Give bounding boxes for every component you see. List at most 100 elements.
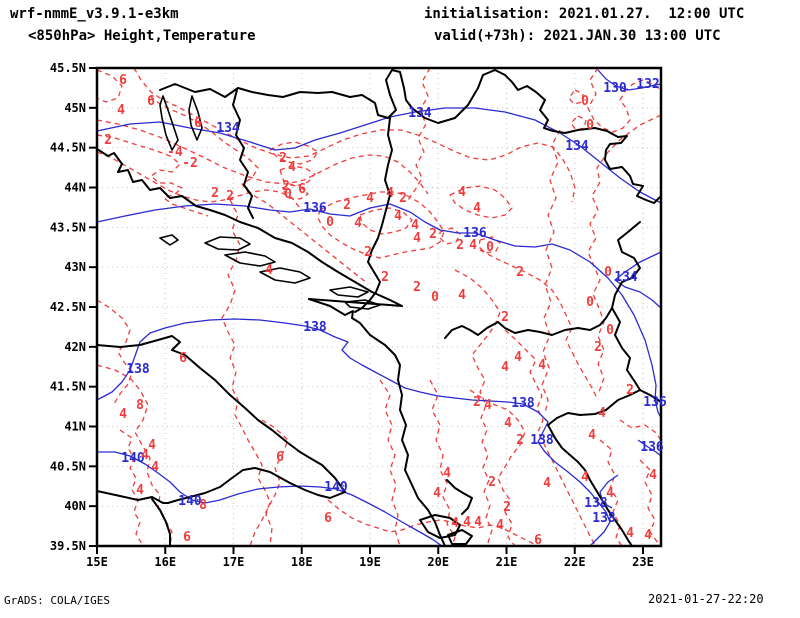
border-stub-east [639,389,662,403]
temp-contour-line [478,236,501,254]
lon-label: 20E [427,555,449,569]
temp-contour-line [504,329,597,547]
lon-label: 22E [564,555,586,569]
temp-label: 0 [586,118,594,133]
height-label: 130 [603,81,627,96]
island-6 [344,299,381,310]
temp-label: 4 [411,218,419,233]
temp-label: 6 [119,73,127,88]
lat-label: 39.5N [50,539,86,553]
border-greece [446,479,473,515]
lon-label: 17E [223,555,245,569]
height-label: 136 [303,201,327,216]
temp-label: 2 [516,265,524,280]
italy-adriatic-coast [96,335,346,493]
temp-label: 0 [431,290,439,305]
temp-label: 0 [586,295,594,310]
lat-label: 44N [64,181,86,195]
temp-label: 4 [501,360,509,375]
lon-label: 23E [632,555,654,569]
temp-contour-line [96,69,123,103]
temp-label: 2 [429,227,437,242]
temp-label: 6 [147,94,155,109]
temp-label: 4 [413,231,421,246]
map-frame-and-ticks [89,66,663,554]
temp-label: 4 [484,398,492,413]
temp-contour-line [469,389,526,547]
temp-label: 6 [179,351,187,366]
temp-label: 2 [516,433,524,448]
island-3 [224,251,276,267]
temp-label: -2 [182,156,198,171]
temp-label: 2 [364,245,372,260]
temp-label: 2 [279,151,287,166]
temp-label: -4 [167,145,183,160]
height-contour-140 [97,451,443,547]
island-4 [259,267,311,284]
height-contour-138 [599,474,619,509]
height-contour-138 [96,318,611,547]
height-label: 132 [636,77,659,92]
lon-label: 21E [496,555,518,569]
temp-contour-line [96,119,429,195]
lat-label: 41.5N [50,380,86,394]
temp-label: 0 [326,215,334,230]
height-label: 140 [121,451,145,466]
temp-label: 6 [534,533,542,548]
lake-ohrid-area [419,514,461,539]
height-label: 138 [126,362,150,377]
temp-label: 2 [381,270,389,285]
italy-gulf-taranto [96,467,346,504]
island-2 [204,236,251,251]
temp-contour-line [429,379,456,547]
temp-label: 8 [199,498,207,513]
temp-label: 0 [581,94,589,109]
temp-label: 2 [503,500,511,515]
island-1 [159,234,179,246]
coastlines-borders [96,69,662,547]
dalmatian-coast [96,148,403,307]
temp-label: 6 [183,530,191,545]
temp-label: 4 [649,468,657,483]
lat-label: 42.5N [50,300,86,314]
model-title: wrf-nmmE_v3.9.1-e3km [10,6,179,22]
valid-time: valid(+73h): 2021.JAN.30 13:00 UTC [434,28,721,44]
island-5 [329,286,369,298]
temp-label: 4 [386,186,394,201]
height-label: 140 [178,494,202,509]
temp-contour-line [639,459,659,544]
temp-label: 2 [488,475,496,490]
lon-label: 18E [291,555,313,569]
temp-label: 4 [473,201,481,216]
contour-labels: 130 1321341341341341361361361361381381381… [104,73,667,548]
temp-label: 4 [474,515,482,530]
temp-label: 4 [394,209,402,224]
north-border [159,69,662,204]
height-label: 136 [643,395,667,410]
height-label: 134 [216,121,240,136]
temp-label: 2 [226,189,234,204]
temp-label: 2 [456,238,464,253]
temp-label: 2 [343,198,351,213]
temp-label: 4 [443,466,451,481]
temp-label: 4 [469,238,477,253]
height-label: 138 [511,396,535,411]
temp-label: 4 [644,528,652,543]
temp-contour-line [359,207,413,235]
height-label: 138 [592,511,616,526]
temp-label: 2 [626,383,634,398]
lat-label: 44.5N [50,141,86,155]
temp-contour-line [407,67,431,201]
border-serbia-east [444,221,641,339]
temp-label: 2 [501,310,509,325]
lat-label: 45N [64,101,86,115]
lat-label: 41N [64,420,86,434]
lat-label: 40.5N [50,459,86,473]
temp-contour-line [96,299,133,405]
temp-label: 4 [354,216,362,231]
temp-label: 6 [194,116,202,131]
temp-label: 2 [104,133,112,148]
field-title: <850hPa> Height,Temperature [28,28,256,44]
border-una [232,89,254,219]
